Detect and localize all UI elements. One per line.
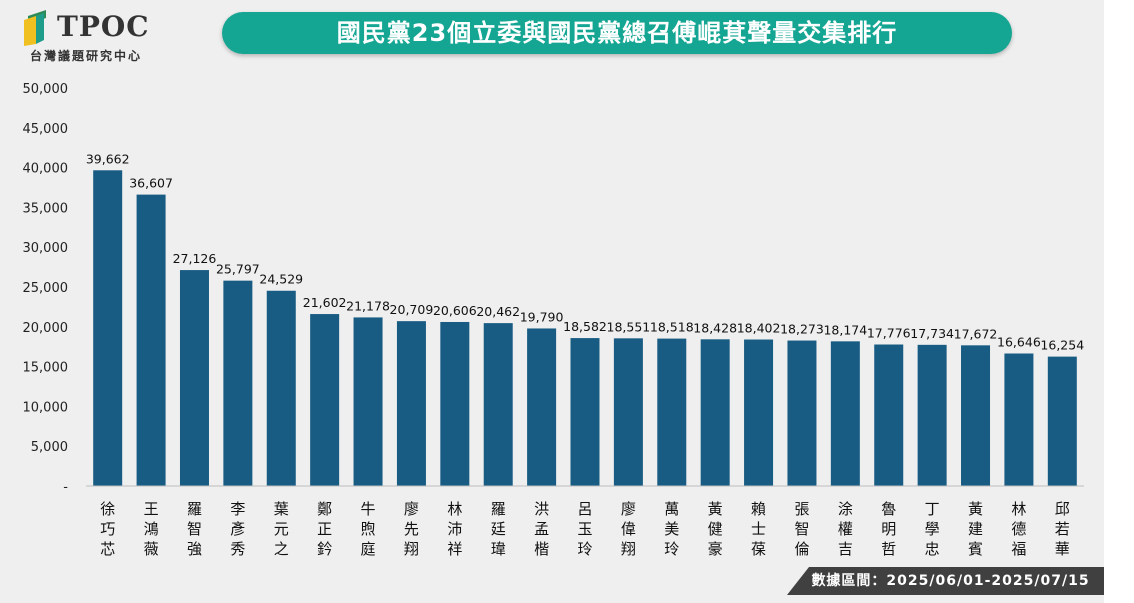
bar <box>830 341 860 486</box>
x-tick-label: 涂權吉 <box>838 500 853 558</box>
bar <box>1004 353 1034 486</box>
bar <box>136 194 166 486</box>
data-label: 18,174 <box>823 322 867 337</box>
x-tick-label: 林德福 <box>1011 500 1026 558</box>
x-tick-label: 林沛祥 <box>447 500 462 558</box>
data-label: 20,606 <box>433 303 477 318</box>
x-tick-label: 黃健豪 <box>708 500 723 558</box>
x-tick-label: 羅廷瑋 <box>491 500 506 558</box>
bar <box>613 338 643 486</box>
bar <box>700 339 730 486</box>
y-tick-label: 45,000 <box>23 122 69 137</box>
x-tick-label: 魯明哲 <box>881 500 896 558</box>
bar <box>179 270 209 486</box>
chart-title: 國民黨23個立委與國民黨總召傅崐萁聲量交集排行 <box>336 19 898 47</box>
bar <box>483 323 513 486</box>
data-label: 39,662 <box>86 151 130 166</box>
data-label: 18,273 <box>780 322 824 337</box>
data-label: 16,646 <box>997 334 1041 349</box>
x-tick-label: 呂玉玲 <box>577 500 592 558</box>
x-tick-label: 洪孟楷 <box>534 500 549 558</box>
x-tick-label: 葉元之 <box>274 500 289 558</box>
bar <box>961 345 991 486</box>
bar <box>527 328 557 486</box>
bar <box>874 344 904 486</box>
y-tick-label: 25,000 <box>23 281 69 296</box>
bar <box>93 170 123 487</box>
bar <box>310 314 340 486</box>
title-banner: 國民黨23個立委與國民黨總召傅崐萁聲量交集排行 <box>222 12 1012 54</box>
y-tick-label: 30,000 <box>23 241 69 256</box>
data-label: 17,672 <box>954 326 998 341</box>
y-tick-label: 20,000 <box>23 321 69 336</box>
logo-mark-icon <box>24 10 46 46</box>
bar <box>396 321 426 486</box>
bar <box>917 344 947 486</box>
data-label: 18,551 <box>607 319 651 334</box>
bar <box>570 338 600 486</box>
bar <box>787 340 817 486</box>
x-tick-label: 丁學忠 <box>925 500 940 558</box>
bar-chart: - 5,000 10,000 15,000 20,000 25,000 30,000 35,0… <box>23 82 1085 558</box>
data-label: 20,709 <box>390 302 434 317</box>
x-tick-label: 黃建賓 <box>968 500 983 558</box>
y-tick-label: 35,000 <box>23 201 69 216</box>
x-tick-label: 徐巧芯 <box>100 500 115 558</box>
data-label: 25,797 <box>216 262 260 277</box>
data-label: 19,790 <box>520 309 564 324</box>
x-tick-label: 邱若華 <box>1055 500 1070 558</box>
x-tick-label: 鄭正鈐 <box>317 500 332 558</box>
data-label: 17,734 <box>910 326 954 341</box>
tpoc-logo: TPOC 台灣議題研究中心 <box>22 6 182 64</box>
bar <box>223 280 253 486</box>
data-label: 24,529 <box>259 272 303 287</box>
logo-text: TPOC <box>57 10 150 43</box>
bar <box>657 338 687 486</box>
x-tick-label: 張智倫 <box>794 500 809 558</box>
y-tick-label: 40,000 <box>23 162 69 177</box>
y-tick-label: 15,000 <box>23 361 69 376</box>
bar <box>440 321 470 486</box>
x-tick-label: 李彥秀 <box>230 500 245 558</box>
bar <box>266 290 296 486</box>
data-label: 36,607 <box>129 176 173 191</box>
data-label: 18,402 <box>737 321 781 336</box>
data-range-label: 數據區間：2025/06/01-2025/07/15 <box>811 573 1090 589</box>
x-tick-label: 萬美玲 <box>664 500 679 558</box>
x-tick-label: 羅智強 <box>187 500 202 558</box>
logo-subtitle: 台灣議題研究中心 <box>30 49 143 63</box>
data-label: 21,178 <box>346 298 390 313</box>
chart-frame: TPOC 台灣議題研究中心 國民黨23個立委與國民黨總召傅崐萁聲量交集排行 - 5… <box>0 0 1104 603</box>
y-tick-label: 10,000 <box>23 400 69 415</box>
data-label: 17,776 <box>867 326 911 341</box>
y-tick-label: - <box>63 480 68 495</box>
data-label: 18,582 <box>563 319 607 334</box>
data-label: 18,428 <box>693 320 737 335</box>
data-range-footer: 數據區間：2025/06/01-2025/07/15 <box>787 567 1104 595</box>
bar <box>353 317 383 486</box>
y-tick-label: 50,000 <box>23 82 69 97</box>
data-label: 18,518 <box>650 320 694 335</box>
data-label: 16,254 <box>1040 338 1084 353</box>
bar <box>1047 356 1077 486</box>
bar <box>744 339 774 486</box>
data-label: 20,462 <box>476 304 520 319</box>
x-tick-label: 牛煦庭 <box>361 500 376 558</box>
x-tick-label: 賴士葆 <box>751 500 766 558</box>
x-tick-label: 廖先翔 <box>404 500 419 558</box>
data-label: 27,126 <box>173 251 217 266</box>
x-tick-label: 廖偉翔 <box>621 500 636 558</box>
y-tick-label: 5,000 <box>31 440 68 455</box>
x-tick-label: 王鴻薇 <box>144 500 159 558</box>
data-label: 21,602 <box>303 295 347 310</box>
